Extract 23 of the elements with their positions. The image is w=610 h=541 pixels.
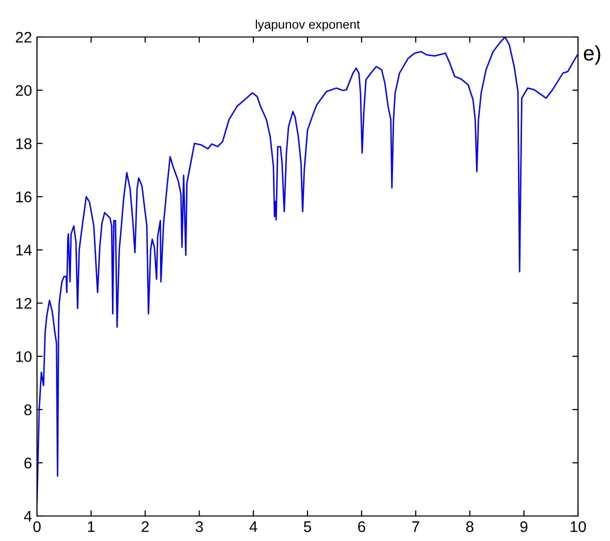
y-tick-label: 4 <box>24 511 32 522</box>
x-tick-label: 6 <box>358 521 366 532</box>
x-tick-label: 2 <box>142 521 149 532</box>
y-tick-label: 8 <box>24 404 32 416</box>
x-tick-label: 8 <box>466 521 474 532</box>
text: e) <box>584 45 600 65</box>
y-tick-label: 12 <box>16 298 32 309</box>
y-tick-label: 22 <box>16 32 32 43</box>
x-tick-label: 1 <box>88 521 95 532</box>
y-tick-label: 10 <box>16 351 32 362</box>
chart-title: lyapunov exponent <box>256 20 360 32</box>
x-tick-label: 0 <box>33 521 41 532</box>
y-tick-label: 20 <box>16 85 32 96</box>
y-tick-label: 16 <box>16 192 32 202</box>
y-tick-label: 18 <box>16 138 32 150</box>
x-tick-label: 10 <box>570 521 586 532</box>
y-tick-label: 14 <box>16 244 32 256</box>
x-tick-label: 3 <box>196 521 203 532</box>
x-tick-label: 7 <box>412 521 420 532</box>
x-tick-label: 5 <box>304 521 312 532</box>
y-tick-label: 6 <box>24 458 32 468</box>
x-tick-label: 4 <box>250 521 258 532</box>
x-tick-label: 9 <box>520 521 528 532</box>
